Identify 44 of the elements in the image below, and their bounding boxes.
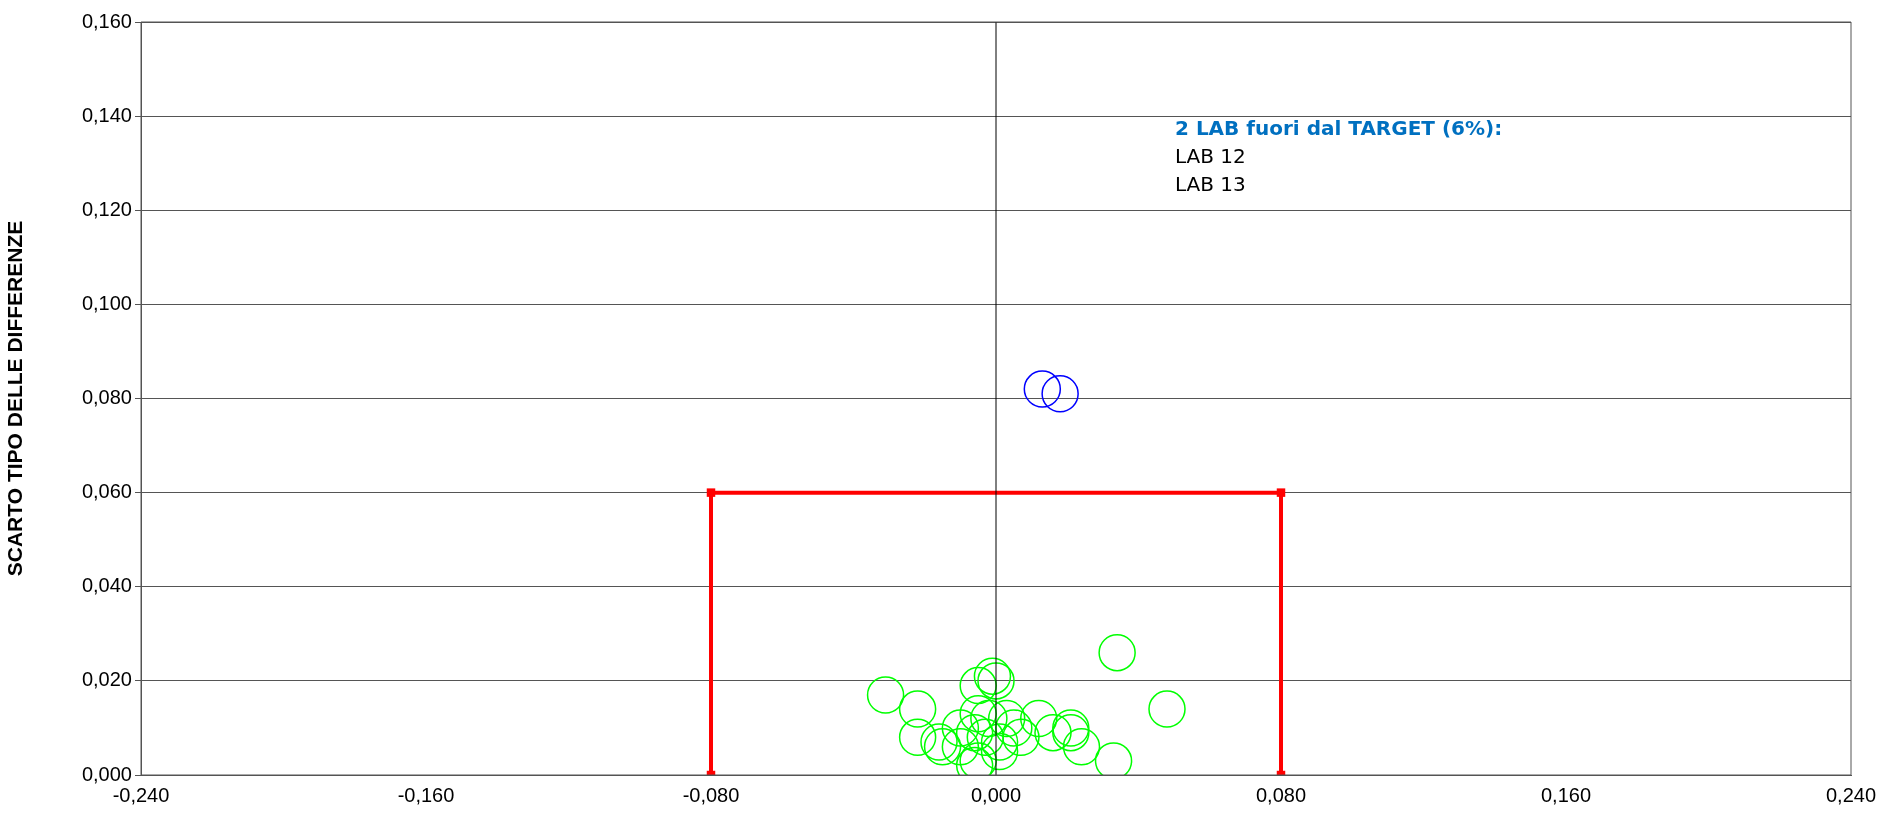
y-axis-title: SCARTO TIPO DELLE DIFFERENZE	[3, 220, 27, 577]
point	[898, 690, 937, 728]
point	[866, 676, 905, 714]
point	[1034, 713, 1072, 752]
x-tick-label: -0,160	[397, 783, 455, 806]
point	[966, 718, 1005, 757]
point	[941, 728, 980, 766]
annotation: 2 LAB fuori dal TARGET (6%):	[1175, 116, 1503, 141]
point	[980, 723, 1019, 761]
x-tick-label: 0,080	[1255, 783, 1307, 806]
y-tick-label: 0,000	[81, 762, 132, 785]
annotation: LAB 13	[1175, 172, 1246, 197]
point	[706, 488, 716, 497]
point	[987, 699, 1026, 738]
x-tick-label: -0,080	[682, 783, 740, 806]
point	[1276, 488, 1286, 497]
x-tick-label: 0,160	[1540, 783, 1592, 806]
point	[959, 666, 997, 705]
y-tick-label: 0,140	[81, 103, 132, 126]
point	[955, 713, 994, 752]
y-tick-label: 0,060	[81, 480, 132, 503]
y-tick-label: 0,100	[81, 291, 132, 314]
point	[1041, 375, 1079, 413]
point	[995, 709, 1033, 747]
point	[970, 699, 1008, 738]
x-tick-label: 0,000	[970, 783, 1022, 806]
point	[1020, 699, 1058, 738]
point	[1148, 690, 1186, 728]
y-tick-label: 0,120	[81, 197, 132, 220]
point	[1062, 728, 1101, 766]
point	[941, 709, 980, 747]
point	[1098, 633, 1136, 672]
y-tick-label: 0,040	[81, 574, 132, 597]
x-tick-label: 0,240	[1825, 783, 1877, 806]
point	[980, 732, 1019, 771]
x-tick-label: -0,240	[112, 783, 170, 806]
point	[959, 695, 997, 733]
point	[1023, 370, 1062, 408]
point	[898, 718, 937, 757]
y-tick-label: 0,160	[81, 9, 132, 32]
y-tick-label: 0,080	[81, 386, 132, 409]
annotation: LAB 12	[1175, 144, 1246, 169]
point	[1002, 718, 1040, 757]
y-tick-label: 0,020	[81, 668, 132, 691]
